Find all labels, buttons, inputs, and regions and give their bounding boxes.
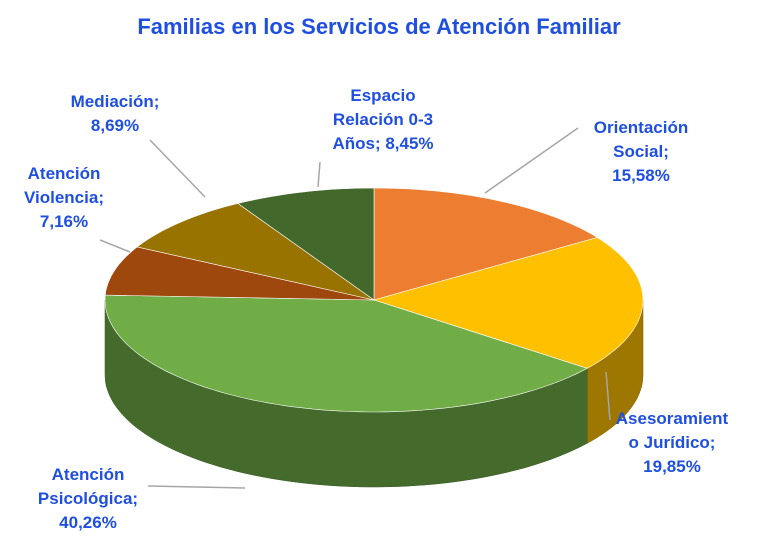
leader-line	[99, 239, 131, 253]
leader-line	[149, 139, 206, 198]
slice	[372, 237, 644, 369]
data-label: Asesoramiento Jurídico; 19,85%	[612, 407, 732, 479]
value-label: 8,69%	[90, 116, 140, 135]
leader-line	[605, 371, 611, 421]
data-label: Orientación Social; 15,58%	[582, 116, 700, 188]
category-label: Asesoramiento Jurídico	[615, 409, 729, 452]
value-label: 7,16%	[39, 212, 89, 231]
data-label: Atención Violencia; 7,16%	[14, 162, 114, 234]
category-label: Orientación Social	[593, 118, 689, 161]
leader-line	[484, 127, 579, 194]
category-label: Espacio Relación 0-3 Años	[332, 86, 434, 153]
category-label: Atención Violencia	[23, 164, 101, 207]
category-label: Atención Psicológica	[37, 465, 133, 508]
leader-line	[317, 161, 321, 188]
label-separator: ;	[709, 433, 716, 452]
slice	[373, 187, 599, 301]
data-label: Espacio Relación 0-3 Años; 8,45%	[318, 84, 448, 156]
slice	[136, 203, 375, 301]
label-separator: ;	[153, 92, 160, 111]
value-label: 40,26%	[59, 513, 117, 532]
category-label: Mediación	[70, 92, 154, 111]
chart-title: Familias en los Servicios de Atención Fa…	[137, 14, 621, 39]
label-separator: ;	[374, 134, 381, 153]
data-label: Mediación; 8,69%	[55, 90, 175, 138]
value-label: 8,45%	[385, 134, 434, 153]
value-label: 19,85%	[643, 457, 701, 476]
value-label: 15,58%	[612, 166, 670, 185]
data-label: Atención Psicológica; 40,26%	[18, 463, 158, 535]
label-separator: ;	[663, 142, 669, 161]
slice	[237, 187, 375, 301]
leader-line	[147, 485, 246, 489]
slice	[104, 294, 588, 413]
label-separator: ;	[132, 489, 139, 508]
label-separator: ;	[98, 188, 104, 207]
slice	[104, 246, 375, 301]
